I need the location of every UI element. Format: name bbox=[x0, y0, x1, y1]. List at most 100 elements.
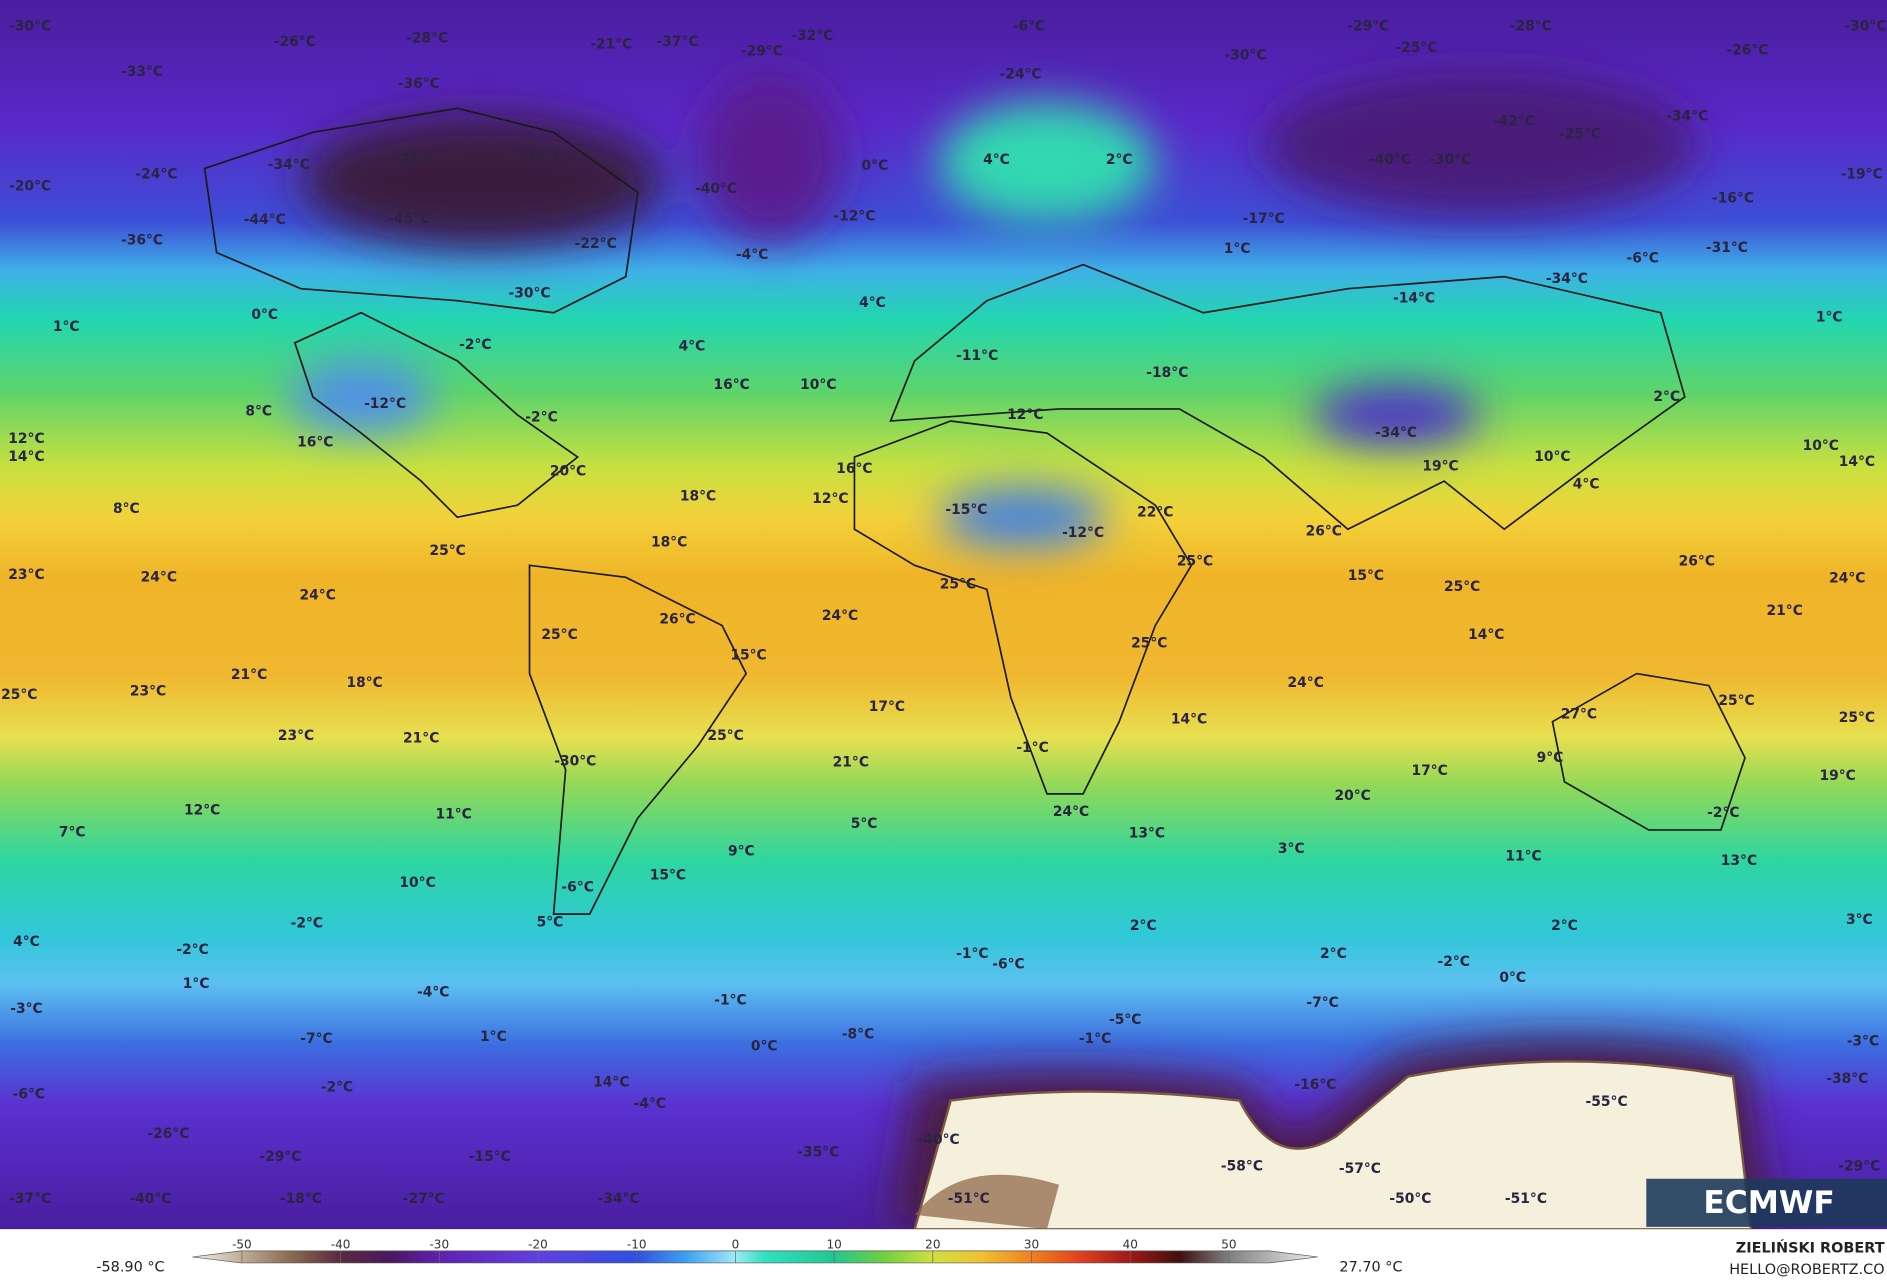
temperature-label: -26°C bbox=[1726, 43, 1768, 59]
temperature-label: -51°C bbox=[948, 1191, 990, 1207]
temperature-label: -29°C bbox=[259, 1149, 301, 1165]
temperature-label: 19°C bbox=[1819, 768, 1855, 784]
temperature-label: -7°C bbox=[1306, 995, 1338, 1011]
temperature-label: -17°C bbox=[1243, 211, 1285, 227]
temperature-label: 2°C bbox=[1320, 946, 1347, 962]
temperature-label: 24°C bbox=[1829, 571, 1865, 587]
credit-author: ZIELIŃSKI ROBERT bbox=[1736, 1239, 1885, 1257]
temperature-label: 18°C bbox=[346, 675, 382, 691]
temperature-label: 25°C bbox=[1444, 579, 1480, 595]
temperature-label: 1°C bbox=[1224, 241, 1251, 257]
temperature-label: -27°C bbox=[403, 1191, 445, 1207]
temperature-label: -12°C bbox=[1062, 525, 1104, 541]
logo: ECMWF bbox=[1646, 1178, 1887, 1227]
temperature-label: 4°C bbox=[859, 295, 886, 311]
temperature-label: -15°C bbox=[945, 502, 987, 518]
temperature-label: -14°C bbox=[1393, 290, 1435, 306]
temperature-label: -35°C bbox=[797, 1144, 839, 1160]
temperature-label: 0°C bbox=[862, 158, 889, 174]
temperature-label: 24°C bbox=[141, 569, 177, 585]
max-label: 27.70 °C bbox=[1339, 1260, 1402, 1276]
temperature-label: 15°C bbox=[1348, 568, 1384, 584]
temperature-label: 24°C bbox=[1288, 675, 1324, 691]
temperature-label: 0°C bbox=[251, 307, 278, 323]
temperature-label: 24°C bbox=[300, 587, 336, 603]
temperature-label: -6°C bbox=[1626, 251, 1658, 267]
temperature-label: 14°C bbox=[1468, 627, 1504, 643]
temperature-label: -11°C bbox=[956, 348, 998, 364]
temperature-label: -26°C bbox=[147, 1126, 189, 1142]
temperature-label: -22°C bbox=[575, 236, 617, 252]
temperature-label: 0°C bbox=[751, 1038, 778, 1054]
temperature-label: -28°C bbox=[1510, 18, 1552, 34]
temperature-label: -2°C bbox=[525, 409, 557, 425]
temperature-label: -38°C bbox=[1826, 1071, 1868, 1087]
temperature-label: 19°C bbox=[1422, 459, 1458, 475]
temperature-label: -37°C bbox=[9, 1191, 51, 1207]
temperature-label: 4°C bbox=[983, 152, 1010, 168]
temperature-label: 26°C bbox=[659, 611, 695, 627]
temperature-label: 7°C bbox=[59, 824, 86, 840]
temperature-label: 12°C bbox=[184, 803, 220, 819]
temperature-label: 12°C bbox=[8, 431, 44, 447]
temperature-label: -8°C bbox=[842, 1026, 874, 1042]
temperature-label: -50°C bbox=[1389, 1191, 1431, 1207]
temperature-label: -6°C bbox=[992, 957, 1024, 973]
temperature-label: 10°C bbox=[1534, 449, 1570, 465]
temperature-label: 1°C bbox=[1816, 310, 1843, 326]
temperature-label: 8°C bbox=[113, 501, 140, 517]
temperature-labels: -30°C-26°C -28°C -21°C -37°C-29°C-32°C-6°C -… bbox=[1, 18, 1886, 1207]
temperature-label: 23°C bbox=[278, 728, 314, 744]
temperature-label: -40°C bbox=[1369, 152, 1411, 168]
temperature-label: 17°C bbox=[869, 699, 905, 715]
temperature-label: -6°C bbox=[13, 1087, 45, 1103]
temperature-label: -12°C bbox=[364, 396, 406, 412]
temperature-label: 4°C bbox=[1573, 477, 1600, 493]
temperature-label: -25°C bbox=[1395, 40, 1437, 56]
temperature-label: 26°C bbox=[1306, 524, 1342, 540]
temperature-label: 2°C bbox=[1653, 389, 1680, 405]
temperature-label: -57°C bbox=[1339, 1161, 1381, 1177]
temperature-label: -4°C bbox=[634, 1096, 666, 1112]
temperature-label: 16°C bbox=[836, 461, 872, 477]
temperature-label: 21°C bbox=[1767, 603, 1803, 619]
temperature-label: 25°C bbox=[1718, 693, 1754, 709]
temperature-label: -1°C bbox=[956, 946, 988, 962]
colorbar-tick-label: 50 bbox=[1221, 1237, 1236, 1251]
temperature-field bbox=[0, 0, 1887, 1231]
temperature-label: -6°C bbox=[1013, 18, 1045, 34]
temperature-label: -34°C bbox=[1666, 109, 1708, 125]
temperature-label: 23°C bbox=[8, 567, 44, 583]
temperature-label: 0°C bbox=[1499, 970, 1526, 986]
temperature-label: 10°C bbox=[800, 377, 836, 393]
temperature-label: -3°C bbox=[10, 1001, 42, 1017]
temperature-label: -44°C bbox=[244, 212, 286, 228]
temperature-label: -30°C bbox=[1429, 152, 1471, 168]
colorbar-tick-label: 10 bbox=[826, 1237, 841, 1251]
temperature-label: -36°C bbox=[121, 233, 163, 249]
temperature-label: -15°C bbox=[469, 1149, 511, 1165]
temperature-label: -16°C bbox=[1712, 190, 1754, 206]
colorbar: -50 -40 -30 -20 -10 0 10 20 30 40 50 bbox=[192, 1237, 1318, 1264]
temperature-label: 9°C bbox=[1537, 750, 1564, 766]
temperature-label: 23°C bbox=[130, 684, 166, 700]
temperature-label: -6°C bbox=[561, 880, 593, 896]
temperature-label: 25°C bbox=[1, 687, 37, 703]
colorbar-tick-label: -20 bbox=[528, 1237, 548, 1251]
temperature-label: -30°C bbox=[508, 285, 550, 301]
temperature-label: 15°C bbox=[730, 648, 766, 664]
temperature-label: -34°C bbox=[268, 157, 310, 173]
temperature-label: -1°C bbox=[1079, 1031, 1111, 1047]
temperature-label: 12°C bbox=[812, 491, 848, 507]
colorbar-tick-label: -10 bbox=[627, 1237, 647, 1251]
temperature-label: -19°C bbox=[1841, 166, 1883, 182]
temperature-label: 3°C bbox=[1278, 841, 1305, 857]
temperature-label: -20°C bbox=[9, 178, 51, 194]
temperature-label: 25°C bbox=[430, 543, 466, 559]
temperature-label: 16°C bbox=[297, 435, 333, 451]
temperature-label: -55°C bbox=[1586, 1094, 1628, 1110]
temperature-label: 24°C bbox=[822, 608, 858, 624]
temperature-label: 22°C bbox=[1137, 504, 1173, 520]
temperature-label: -40°C bbox=[695, 181, 737, 197]
temperature-label: 11°C bbox=[1505, 848, 1541, 864]
